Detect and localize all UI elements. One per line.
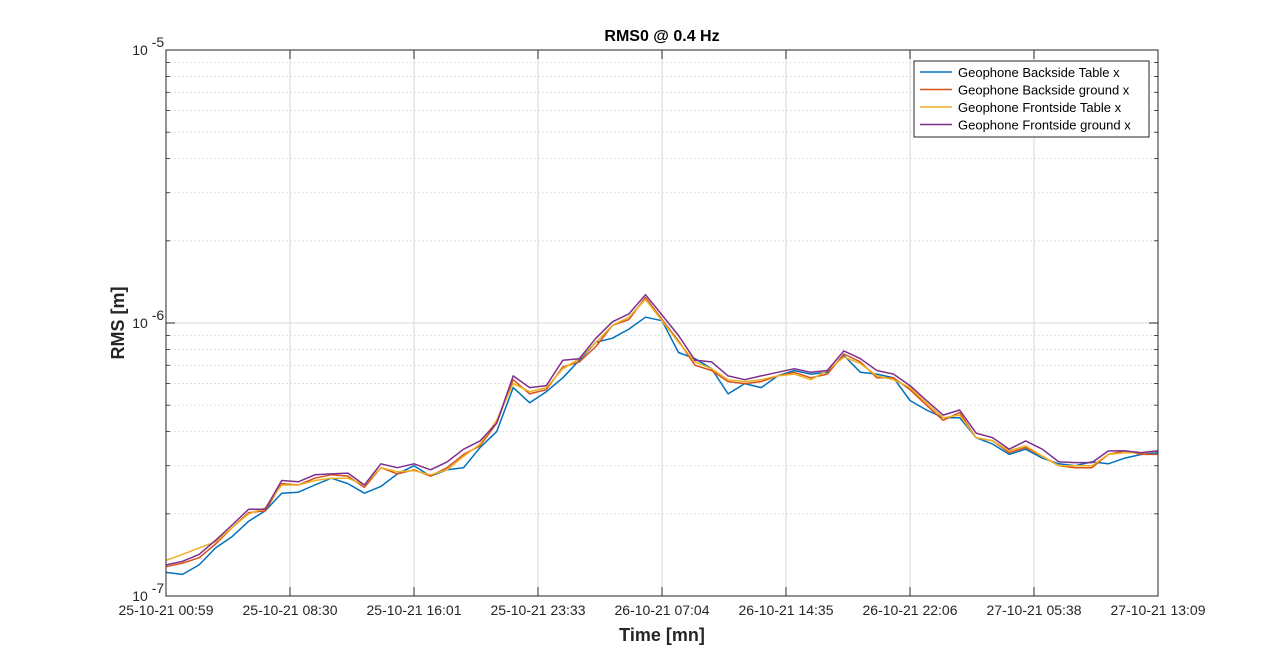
x-tick-label: 25-10-21 23:33 [491,602,586,618]
y-tick-labels: 10-710-610-5 [132,34,164,604]
y-tick-base: 10 [132,42,148,58]
legend-entry-2: Geophone Backside ground x [920,83,1130,98]
x-tick-label: 25-10-21 08:30 [243,602,338,618]
y-tick-exponent: -5 [152,34,165,50]
x-tick-label: 26-10-21 07:04 [615,602,710,618]
legend-entry-3: Geophone Frontside Table x [920,100,1122,115]
chart-title: RMS0 @ 0.4 Hz [604,28,719,45]
legend-label: Geophone Backside Table x [958,65,1120,80]
y-tick-exponent: -6 [152,307,165,323]
legend: Geophone Backside Table x Geophone Backsi… [913,60,1150,138]
x-tick-label: 25-10-21 00:59 [119,602,214,618]
x-tick-label: 27-10-21 13:09 [1111,602,1206,618]
axis-ticks [165,49,1159,597]
y-axis-title: RMS [m] [108,287,128,360]
series-lines [165,293,1159,576]
x-tick-labels: 25-10-21 00:59 25-10-21 08:30 25-10-21 16:… [119,602,1206,618]
x-tick-label: 25-10-21 16:01 [367,602,462,618]
legend-box [913,60,1150,138]
series-line-3 [165,298,1159,562]
legend-entry-4: Geophone Frontside ground x [920,118,1131,133]
y-tick-label: 10 -6 [132,307,164,331]
y-tick-label: 10 -7 [132,580,164,604]
legend-label: Geophone Frontside Table x [958,100,1122,115]
legend-label: Geophone Frontside ground x [958,118,1131,133]
x-tick-label: 26-10-21 14:35 [739,602,834,618]
y-tick-label: 10 -5 [132,34,164,58]
series-line-4 [165,293,1159,566]
x-tick-label: 26-10-21 22:06 [863,602,958,618]
legend-label: Geophone Backside ground x [958,83,1130,98]
x-axis-title: Time [mn] [619,625,705,645]
x-tick-label: 27-10-21 05:38 [987,602,1082,618]
y-tick-base: 10 [132,588,148,604]
y-tick-exponent: -7 [152,580,165,596]
legend-entry-1: Geophone Backside Table x [920,65,1120,80]
y-tick-base: 10 [132,315,148,331]
